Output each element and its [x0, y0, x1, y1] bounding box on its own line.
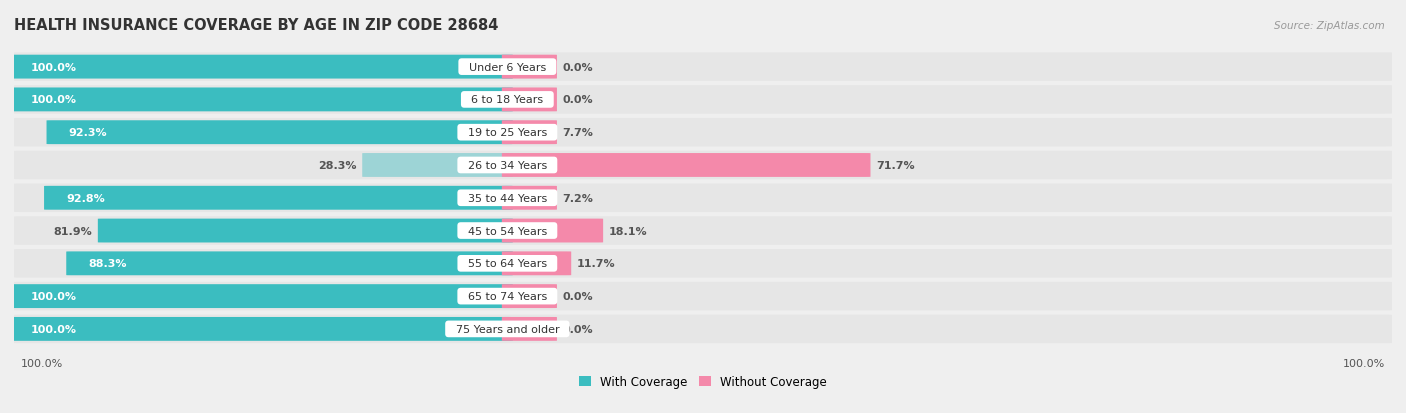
FancyBboxPatch shape: [8, 56, 513, 79]
FancyBboxPatch shape: [502, 317, 557, 341]
FancyBboxPatch shape: [98, 219, 513, 243]
FancyBboxPatch shape: [8, 88, 513, 112]
FancyBboxPatch shape: [46, 121, 513, 145]
FancyBboxPatch shape: [44, 186, 513, 210]
FancyBboxPatch shape: [502, 56, 557, 79]
FancyBboxPatch shape: [14, 184, 1392, 213]
FancyBboxPatch shape: [502, 186, 557, 210]
Text: 81.9%: 81.9%: [53, 226, 93, 236]
FancyBboxPatch shape: [14, 217, 1392, 245]
FancyBboxPatch shape: [502, 219, 603, 243]
FancyBboxPatch shape: [8, 285, 513, 308]
Text: 19 to 25 Years: 19 to 25 Years: [461, 128, 554, 138]
FancyBboxPatch shape: [502, 154, 870, 178]
Text: 92.8%: 92.8%: [66, 193, 105, 203]
Text: 100.0%: 100.0%: [31, 324, 76, 334]
Text: 28.3%: 28.3%: [318, 161, 357, 171]
Text: 100.0%: 100.0%: [1343, 358, 1385, 368]
Text: HEALTH INSURANCE COVERAGE BY AGE IN ZIP CODE 28684: HEALTH INSURANCE COVERAGE BY AGE IN ZIP …: [14, 18, 499, 33]
Text: 45 to 54 Years: 45 to 54 Years: [461, 226, 554, 236]
Text: 11.7%: 11.7%: [576, 259, 616, 269]
Text: 18.1%: 18.1%: [609, 226, 647, 236]
Text: 35 to 44 Years: 35 to 44 Years: [461, 193, 554, 203]
FancyBboxPatch shape: [502, 285, 557, 308]
Text: 55 to 64 Years: 55 to 64 Years: [461, 259, 554, 269]
Text: 0.0%: 0.0%: [562, 62, 593, 72]
Text: 100.0%: 100.0%: [31, 95, 76, 105]
Text: 0.0%: 0.0%: [562, 324, 593, 334]
Text: 0.0%: 0.0%: [562, 95, 593, 105]
Text: 100.0%: 100.0%: [31, 62, 76, 72]
FancyBboxPatch shape: [14, 86, 1392, 114]
Text: Under 6 Years: Under 6 Years: [461, 62, 553, 72]
FancyBboxPatch shape: [14, 282, 1392, 311]
Text: 6 to 18 Years: 6 to 18 Years: [464, 95, 550, 105]
Text: Source: ZipAtlas.com: Source: ZipAtlas.com: [1274, 21, 1385, 31]
Text: 100.0%: 100.0%: [31, 292, 76, 301]
Legend: With Coverage, Without Coverage: With Coverage, Without Coverage: [574, 370, 832, 393]
FancyBboxPatch shape: [14, 53, 1392, 82]
Text: 75 Years and older: 75 Years and older: [449, 324, 567, 334]
Text: 92.3%: 92.3%: [69, 128, 107, 138]
Text: 7.2%: 7.2%: [562, 193, 593, 203]
Text: 88.3%: 88.3%: [89, 259, 127, 269]
FancyBboxPatch shape: [14, 315, 1392, 343]
FancyBboxPatch shape: [14, 151, 1392, 180]
Text: 100.0%: 100.0%: [21, 358, 63, 368]
Text: 71.7%: 71.7%: [876, 161, 915, 171]
FancyBboxPatch shape: [502, 88, 557, 112]
FancyBboxPatch shape: [8, 317, 513, 341]
Text: 0.0%: 0.0%: [562, 292, 593, 301]
FancyBboxPatch shape: [66, 252, 513, 275]
FancyBboxPatch shape: [14, 249, 1392, 278]
Text: 26 to 34 Years: 26 to 34 Years: [461, 161, 554, 171]
Text: 65 to 74 Years: 65 to 74 Years: [461, 292, 554, 301]
FancyBboxPatch shape: [14, 119, 1392, 147]
FancyBboxPatch shape: [363, 154, 513, 178]
FancyBboxPatch shape: [502, 121, 557, 145]
FancyBboxPatch shape: [502, 252, 571, 275]
Text: 7.7%: 7.7%: [562, 128, 593, 138]
